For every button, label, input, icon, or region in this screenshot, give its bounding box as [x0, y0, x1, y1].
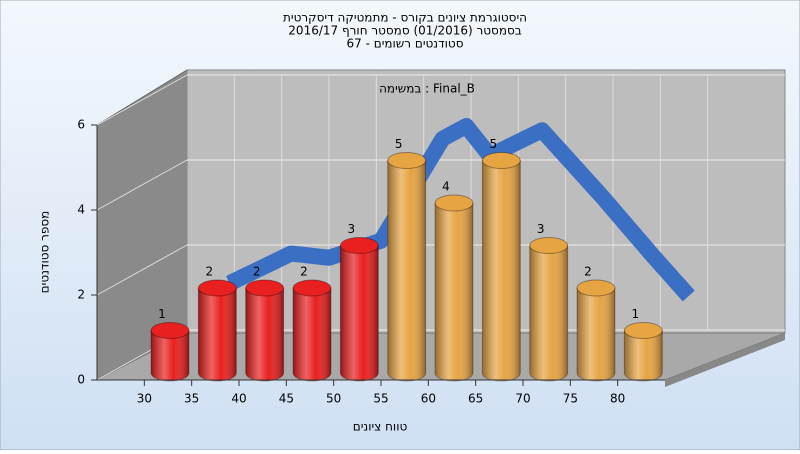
- x-axis-label: טווח ציונים: [353, 420, 408, 434]
- x-tick-label: 30: [137, 392, 152, 406]
- bar: [623, 322, 663, 382]
- bar: [197, 279, 237, 382]
- value-label: 5: [490, 137, 498, 151]
- value-label: 4: [442, 180, 450, 194]
- value-label: 3: [537, 222, 545, 236]
- bar: [387, 152, 427, 382]
- annotation: במשימה : Final_B: [379, 82, 475, 96]
- bar-top: [387, 152, 427, 169]
- x-tick-label: 40: [231, 392, 246, 406]
- bar: [529, 237, 569, 382]
- bar-top: [623, 322, 663, 339]
- chart-title: היסטוגרמת ציונים בקורס - מתמטיקה דיסקרטי…: [283, 11, 527, 25]
- y-tick-label: 2: [77, 288, 85, 302]
- bar-shade: [529, 245, 568, 381]
- curve: [226, 118, 695, 302]
- value-label: 2: [300, 265, 308, 279]
- x-tick-label: 65: [468, 392, 483, 406]
- x-tick-label: 35: [184, 392, 199, 406]
- y-tick-label: 4: [77, 203, 85, 217]
- bar-shade: [198, 288, 237, 381]
- bar-top: [481, 152, 521, 169]
- bar-shade: [624, 330, 663, 381]
- x-tick-label: 55: [373, 392, 388, 406]
- bar-shade: [482, 160, 521, 381]
- bar: [481, 152, 521, 382]
- bar-shade: [387, 160, 426, 381]
- bar-top: [150, 322, 190, 339]
- bar: [150, 322, 190, 382]
- chart-subtitle: סטודנטים רשומים - 67: [346, 37, 463, 51]
- y-tick-label: 6: [77, 118, 85, 132]
- bar-shade: [245, 288, 284, 381]
- grid-line: [96, 74, 188, 126]
- value-label: 2: [584, 265, 592, 279]
- bar-shade: [340, 245, 379, 381]
- bar-top: [434, 194, 474, 212]
- y-axis-label: מספר סטודנטים: [38, 211, 52, 294]
- bar-shade: [151, 330, 189, 381]
- floor-edge: [665, 333, 785, 387]
- grid-line: [96, 244, 188, 296]
- value-label: 2: [253, 265, 261, 279]
- x-tick-label: 80: [610, 392, 625, 406]
- x-tick-label: 60: [421, 392, 436, 406]
- bar-top: [292, 279, 332, 297]
- bar-top: [529, 237, 569, 254]
- bar-top: [339, 237, 379, 254]
- grid-line: [96, 159, 188, 211]
- bar-shade: [293, 288, 331, 381]
- value-label: 1: [158, 307, 166, 321]
- plot: 1 2 2 2 3 5 4 5 3 2 1: [150, 118, 695, 382]
- bar: [245, 279, 285, 382]
- bar-top: [576, 279, 616, 297]
- y-tick-label: 0: [77, 373, 85, 387]
- bar-top: [197, 279, 237, 297]
- bar: [434, 194, 474, 382]
- value-label: 1: [632, 307, 640, 321]
- value-label: 2: [206, 265, 214, 279]
- bar: [576, 279, 616, 382]
- value-label: 5: [395, 137, 403, 151]
- bar-shade: [435, 203, 473, 381]
- x-tick-label: 75: [563, 392, 578, 406]
- bar: [339, 237, 379, 382]
- value-label: 3: [348, 222, 356, 236]
- x-tick-label: 70: [515, 392, 530, 406]
- bar-shade: [577, 288, 615, 381]
- bar-top: [245, 279, 285, 297]
- x-tick-label: 50: [326, 392, 341, 406]
- bar: [292, 279, 332, 382]
- chart-subtitle: בסמסטר (01/2016) סמסטר חורף 2016/17: [288, 24, 521, 38]
- x-tick-label: 45: [279, 392, 294, 406]
